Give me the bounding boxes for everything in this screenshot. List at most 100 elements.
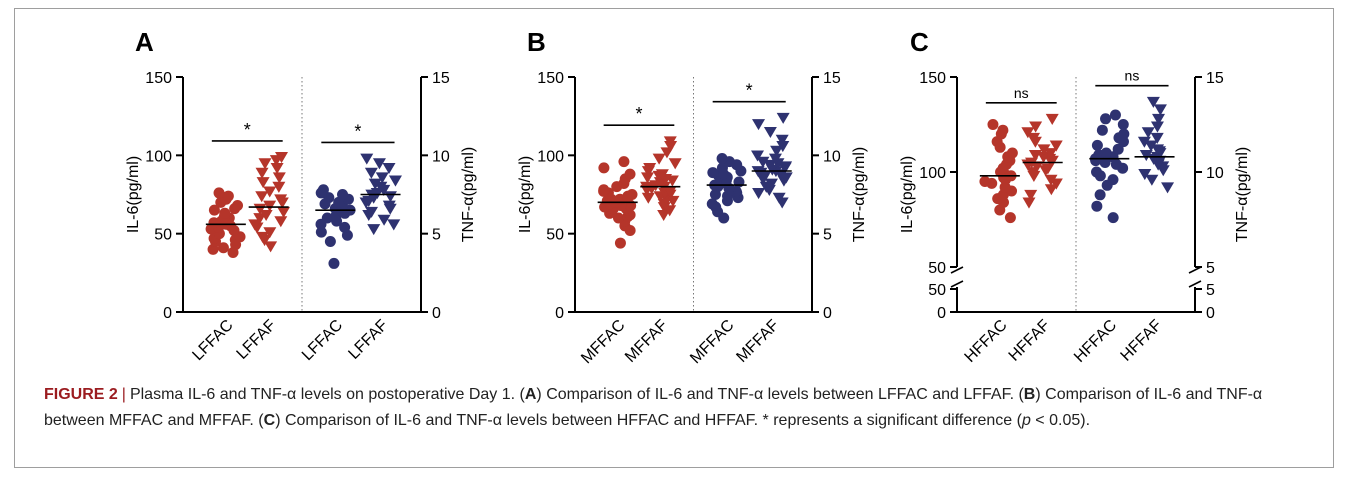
data-point [1091, 139, 1103, 151]
data-point [317, 184, 329, 196]
data-point [337, 189, 349, 200]
data-point [388, 175, 402, 187]
data-point [1100, 147, 1112, 159]
data-point [248, 219, 262, 231]
left-tick-label: 0 [163, 305, 172, 322]
data-point [663, 186, 677, 198]
data-point [275, 152, 289, 164]
data-point [652, 153, 666, 165]
data-point [1137, 136, 1151, 148]
data-point [707, 167, 719, 179]
category-label: HFFAF [1118, 317, 1166, 365]
y-axis-title-left: IL-6(pg/ml) [899, 156, 916, 233]
data-point [217, 242, 229, 254]
category-label: HFFAC [1071, 317, 1120, 366]
data-point [752, 119, 766, 131]
data-point [763, 126, 777, 139]
significance-label: ns [1014, 85, 1029, 101]
data-point [232, 199, 244, 211]
caption-segment: Plasma IL-6 and TNF-α levels on postoper… [129, 386, 525, 403]
data-point [1146, 96, 1160, 108]
caption-panel-ref: A [524, 386, 537, 403]
data-point [772, 192, 786, 204]
data-point [768, 153, 782, 165]
data-point [1045, 113, 1059, 125]
left-tick-label: 50 [928, 260, 946, 277]
data-point [612, 212, 624, 224]
data-point [324, 236, 336, 247]
data-point [657, 209, 671, 222]
category-label: LFFAC [299, 317, 346, 364]
right-tick-label: 10 [823, 148, 841, 165]
left-tick-label: 150 [919, 70, 946, 87]
data-point [643, 162, 657, 175]
right-tick-label: 15 [1206, 70, 1224, 87]
data-point [328, 257, 340, 269]
data-point [272, 172, 286, 184]
data-point [776, 141, 790, 153]
figure-caption: FIGURE 2 | Plasma IL-6 and TNF-α levels on… [44, 382, 1314, 434]
data-point [1152, 113, 1166, 125]
category-label: HFFAF [1006, 317, 1054, 365]
category-label: LFFAC [189, 317, 236, 364]
right-tick-label: 15 [823, 70, 841, 87]
right-tick-label: 5 [1206, 260, 1215, 277]
right-tick-label: 15 [432, 70, 450, 87]
right-tick-label: 10 [432, 148, 450, 165]
data-point [263, 186, 277, 198]
data-point [208, 204, 220, 216]
data-point [1021, 127, 1035, 139]
data-point [368, 178, 382, 190]
data-point [1107, 212, 1119, 224]
data-point [1027, 132, 1041, 144]
left-tick-label: 0 [937, 305, 946, 322]
caption-segment: ) Comparison of IL-6 and TNF-α levels be… [275, 412, 1022, 429]
data-point [375, 172, 389, 184]
left-tick-label: 50 [928, 282, 946, 299]
category-label: MFFAC [687, 317, 737, 367]
y-axis-title-left: IL-6(pg/ml) [517, 156, 534, 233]
data-point [618, 156, 630, 168]
data-point [372, 158, 386, 170]
axis-break-mark [1188, 266, 1202, 274]
data-point [1044, 174, 1058, 186]
data-point [1094, 189, 1106, 201]
caption-segment: ) Comparison of IL-6 and TNF-α levels be… [536, 386, 1024, 403]
category-label: MFFAC [578, 317, 628, 367]
data-point [272, 181, 286, 193]
data-point [1006, 147, 1018, 159]
data-point [1091, 200, 1103, 212]
left-tick-label: 150 [537, 70, 564, 87]
category-label: MFFAF [733, 317, 782, 366]
data-point [259, 209, 273, 222]
data-point [1139, 150, 1153, 162]
data-point [1037, 151, 1051, 163]
panel-label: B [527, 27, 546, 57]
data-point [1150, 121, 1164, 133]
data-point [382, 162, 396, 175]
data-point [997, 124, 1009, 136]
significance-label: ns [1125, 68, 1140, 84]
data-point [270, 162, 284, 175]
left-tick-label: 50 [154, 227, 172, 244]
data-point [360, 153, 374, 165]
data-point [751, 150, 765, 162]
data-point [213, 187, 225, 199]
data-point [365, 206, 379, 218]
data-point [764, 178, 778, 190]
data-point [706, 198, 718, 210]
left-tick-label: 100 [919, 165, 946, 182]
right-tick-label: 0 [432, 305, 441, 322]
category-label: HFFAC [962, 317, 1011, 366]
data-point [1096, 124, 1108, 136]
left-tick-label: 0 [555, 305, 564, 322]
data-point [382, 200, 396, 212]
data-point [641, 172, 655, 184]
data-point [1150, 132, 1164, 144]
left-tick-label: 100 [145, 148, 172, 165]
data-point [256, 231, 270, 243]
right-tick-label: 10 [1206, 165, 1224, 182]
right-tick-label: 5 [1206, 282, 1215, 299]
data-point [367, 224, 381, 236]
data-point [219, 207, 231, 219]
